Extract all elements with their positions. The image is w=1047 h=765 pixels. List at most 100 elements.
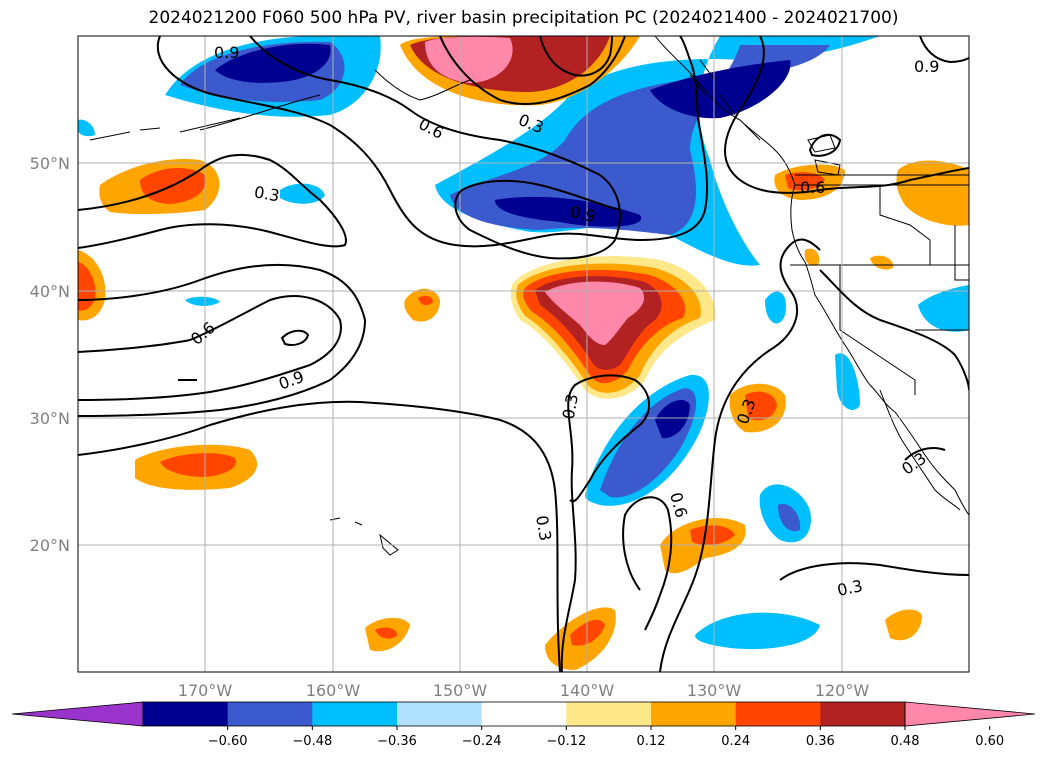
colorbar-tick-label: 0.36: [806, 734, 835, 749]
negative-anomaly-region: [185, 296, 220, 306]
latitude-labels: 50°N 40°N 30°N 20°N: [30, 154, 70, 555]
pv-contour: [724, 36, 969, 194]
positive-anomaly-region: [804, 248, 820, 266]
negative-anomaly-region: [450, 45, 830, 235]
pv-contour: [78, 263, 367, 417]
colorbar-tick-label: −0.24: [462, 734, 502, 749]
negative-anomaly-region: [650, 60, 791, 119]
pv-contour: [919, 36, 969, 64]
pv-contour: [439, 36, 626, 106]
colorbar-tick-label: −0.48: [292, 734, 332, 749]
lon-label: 160°W: [306, 681, 361, 700]
colorbar-cell: [143, 702, 229, 726]
colorbar-tick-label: 0.60: [975, 734, 1004, 749]
state-border: [790, 264, 930, 395]
colorbar-extend-left: [11, 701, 144, 727]
pv-contours: [78, 36, 969, 672]
lat-label: 20°N: [30, 536, 70, 555]
pv-contour: [78, 295, 342, 401]
lat-label: 40°N: [30, 282, 70, 301]
contour-label: 0.9: [214, 43, 239, 62]
colorbar-cell: [227, 702, 313, 726]
lon-label: 140°W: [560, 681, 615, 700]
contour-label: 0.3: [835, 576, 864, 600]
plot-border: [77, 35, 970, 673]
map-title: 2024021200 F060 500 hPa PV, river basin …: [148, 8, 899, 28]
positive-anomaly-region: [896, 160, 969, 226]
positive-anomaly-region: [160, 453, 236, 477]
negative-anomaly-region: [918, 285, 969, 332]
colorbar-cell: [481, 702, 567, 726]
negative-anomaly-region: [695, 612, 820, 650]
colorbar-tick-label: −0.36: [377, 734, 417, 749]
negative-anomaly-region: [835, 353, 860, 410]
contour-label: 0.3: [532, 514, 555, 542]
pv-contour: [659, 238, 821, 672]
colorbar-tick-label: 0.24: [721, 734, 750, 749]
colorbar-cell: [397, 702, 483, 726]
colorbar-tick-label: −0.60: [208, 734, 248, 749]
positive-anomaly-region: [78, 262, 96, 311]
colorbar-tick-label: 0.12: [637, 734, 666, 749]
positive-anomaly-region: [418, 295, 433, 306]
coastline: [689, 59, 761, 141]
positive-anomaly-region: [885, 609, 922, 641]
contour-label: 0.9: [914, 57, 939, 76]
plot-area: [78, 36, 969, 672]
pv-contour: [560, 374, 650, 672]
negative-anomaly-region: [78, 119, 95, 137]
lon-label: 150°W: [433, 681, 488, 700]
colorbar-cell: [566, 702, 652, 726]
pv-contour: [78, 153, 347, 249]
pv-contour: [539, 36, 613, 77]
positive-anomaly-region: [870, 255, 894, 270]
colorbar-cell: [651, 702, 737, 726]
pv-contour: [280, 329, 310, 346]
contour-label: 0.3: [253, 182, 281, 205]
pv-contour: [808, 133, 842, 157]
negative-anomaly-region: [778, 504, 801, 532]
colorbar-tick-label: 0.48: [891, 734, 920, 749]
negative-anomaly-region: [495, 196, 642, 227]
colorbar-cell: [820, 702, 906, 726]
negative-anomaly-region: [280, 183, 325, 204]
pv-contour: [622, 496, 673, 631]
coastline: [374, 69, 471, 101]
pv-contour: [78, 400, 561, 672]
positive-anomaly-region: [404, 288, 440, 322]
negative-anomaly-region: [765, 291, 786, 324]
positive-anomaly-region: [745, 391, 777, 421]
positive-anomaly-region: [690, 525, 735, 546]
positive-anomaly-region: [375, 627, 398, 639]
contour-labels: 0.9 0.9 0.6 0.3 0.3 0.9 0.6 0.6 0.9 0.3 …: [187, 43, 939, 600]
lon-label: 170°W: [178, 681, 233, 700]
lon-label: 120°W: [815, 681, 870, 700]
longitude-labels: 170°W 160°W 150°W 140°W 130°W 120°W: [178, 681, 870, 700]
pv-contour: [156, 36, 709, 248]
lat-label: 50°N: [30, 154, 70, 173]
colorbar-extend-right: [904, 701, 1036, 727]
contour-label: 0.9: [568, 202, 597, 226]
contour-label: 0.6: [800, 178, 825, 197]
coastline: [179, 94, 321, 133]
coastline: [329, 517, 399, 556]
lon-label: 130°W: [687, 681, 742, 700]
lat-label: 30°N: [30, 409, 70, 428]
state-border: [879, 185, 969, 266]
pv-contour: [779, 562, 969, 581]
negative-anomaly-region: [655, 400, 690, 439]
gridlines: [78, 36, 969, 672]
state-border: [954, 225, 969, 281]
pv-contour: [904, 447, 946, 461]
contour-label: 0.3: [559, 392, 582, 420]
coastline: [89, 127, 161, 141]
coastline: [879, 389, 961, 511]
colorbar-cell: [735, 702, 821, 726]
pv-contour: [249, 36, 621, 260]
positive-anomaly-region: [545, 281, 645, 345]
pv-contour: [819, 269, 969, 391]
colorbar-tick-label: −0.12: [546, 734, 586, 749]
colorbar-cell: [312, 702, 398, 726]
colorbar: −0.60 −0.48 −0.36 −0.24 −0.12 0.12 0.24 0.36 0.4…: [11, 701, 1036, 749]
